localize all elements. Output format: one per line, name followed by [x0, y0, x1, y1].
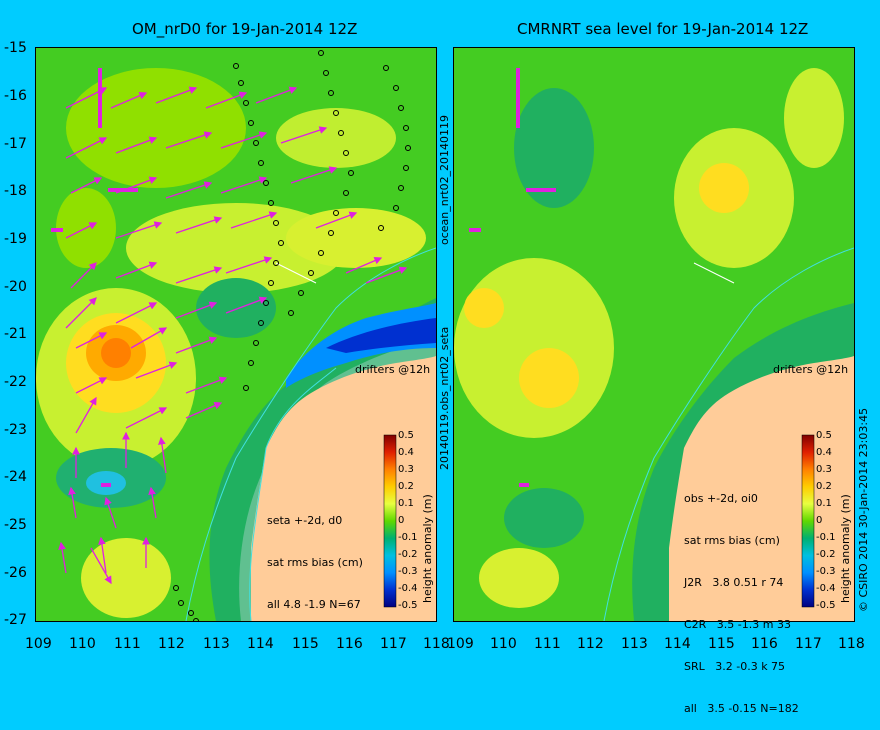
y-tick: -27 — [4, 612, 27, 628]
y-tick: -16 — [4, 88, 27, 104]
drifters-label-right: drifters @12h — [773, 363, 849, 376]
copyright-label: © CSIRO 2014 30-Jan-2014 23:03:45 — [857, 407, 870, 612]
stats-line: all 4.8 -1.9 N=67 — [267, 598, 361, 611]
colorbar-tick: 0.3 — [816, 464, 832, 475]
drifter-tracks — [51, 68, 138, 487]
y-tick: -25 — [4, 517, 27, 533]
x-tick: 109 — [447, 636, 474, 652]
y-tick: -22 — [4, 374, 27, 390]
left-map-title: OM_nrD0 for 19-Jan-2014 12Z — [132, 20, 358, 38]
y-tick: -26 — [4, 565, 27, 581]
x-tick: 116 — [751, 636, 778, 652]
left-map-canvas — [36, 48, 436, 621]
y-tick: -20 — [4, 279, 27, 295]
x-tick: 114 — [664, 636, 691, 652]
left-map-panel — [35, 47, 437, 622]
y-tick: -23 — [4, 422, 27, 438]
stats-line: C2R 3.5 -1.3 m 33 — [684, 618, 791, 631]
shelf-contour — [185, 247, 436, 621]
colorbar-tick: -0.3 — [398, 566, 418, 577]
colorbar-tick: 0.3 — [398, 464, 414, 475]
drifters-label-left: drifters @12h — [355, 363, 431, 376]
x-tick: 111 — [114, 636, 141, 652]
right-map-panel — [453, 47, 855, 622]
colorbar-tick: -0.5 — [816, 600, 836, 611]
y-tick: -18 — [4, 183, 27, 199]
y-tick: -19 — [4, 231, 27, 247]
colorbar-tick: 0.5 — [816, 430, 832, 441]
model-id-label: ocean_nrt02_20140119 — [438, 114, 451, 245]
colorbar-tick: 0.2 — [816, 481, 832, 492]
colorbar-tick: -0.3 — [816, 566, 836, 577]
colorbar-tick: 0.5 — [398, 430, 414, 441]
colorbar-tick: -0.2 — [816, 549, 836, 560]
stats-note-left: seta +-2d, d0 sat rms bias (cm) all 4.8 … — [267, 486, 363, 626]
stats-line: all 3.5 -0.15 N=182 — [684, 702, 799, 715]
x-tick: 118 — [423, 636, 450, 652]
x-tick: 114 — [247, 636, 274, 652]
stats-line: obs +-2d, oi0 — [684, 492, 758, 505]
y-tick: -15 — [4, 40, 27, 56]
x-tick: 112 — [577, 636, 604, 652]
x-tick: 110 — [490, 636, 517, 652]
colorbar-label-left: height anomaly (m) — [421, 494, 434, 603]
colorbar-tick: 0 — [816, 515, 823, 526]
colorbar-tick: -0.5 — [398, 600, 418, 611]
obs-id-label: 20140119.obs_nrt02_seta — [438, 326, 451, 470]
altimeter-observations — [173, 50, 411, 621]
stats-line: J2R 3.8 0.51 r 74 — [684, 576, 784, 589]
colorbar-tick: 0.1 — [816, 498, 832, 509]
stats-note-right: obs +-2d, oi0 sat rms bias (cm) J2R 3.8 … — [684, 464, 799, 730]
colorbar-tick: -0.1 — [398, 532, 418, 543]
stats-line: sat rms bias (cm) — [267, 556, 363, 569]
colorbar-tick: 0 — [398, 515, 405, 526]
colorbar-tick: 0.1 — [398, 498, 414, 509]
right-map-title: CMRNRT sea level for 19-Jan-2014 12Z — [517, 20, 809, 38]
colorbar-tick: -0.4 — [398, 583, 418, 594]
colorbar-tick: -0.1 — [816, 532, 836, 543]
stats-line: SRL 3.2 -0.3 k 75 — [684, 660, 786, 673]
x-tick: 113 — [621, 636, 648, 652]
x-tick: 115 — [292, 636, 319, 652]
colorbar-tick: -0.2 — [398, 549, 418, 560]
stats-line: sat rms bias (cm) — [684, 534, 780, 547]
x-tick: 109 — [25, 636, 52, 652]
velocity-arrows — [58, 86, 408, 585]
x-tick: 110 — [69, 636, 96, 652]
right-map-canvas — [454, 48, 854, 621]
x-tick: 117 — [795, 636, 822, 652]
x-tick: 118 — [838, 636, 865, 652]
x-tick: 111 — [534, 636, 561, 652]
y-tick: -21 — [4, 326, 27, 342]
colorbar-label-right: height anomaly (m) — [839, 494, 852, 603]
stats-line: seta +-2d, d0 — [267, 514, 343, 527]
x-tick: 115 — [708, 636, 735, 652]
colorbar-tick: 0.2 — [398, 481, 414, 492]
colorbar-left — [383, 434, 397, 608]
y-tick: -24 — [4, 469, 27, 485]
x-tick: 116 — [336, 636, 363, 652]
x-tick: 117 — [380, 636, 407, 652]
colorbar-tick: 0.4 — [398, 447, 414, 458]
y-tick: -17 — [4, 136, 27, 152]
x-tick: 113 — [203, 636, 230, 652]
colorbar-tick: -0.4 — [816, 583, 836, 594]
x-tick: 112 — [158, 636, 185, 652]
colorbar-right — [801, 434, 815, 608]
colorbar-tick: 0.4 — [816, 447, 832, 458]
